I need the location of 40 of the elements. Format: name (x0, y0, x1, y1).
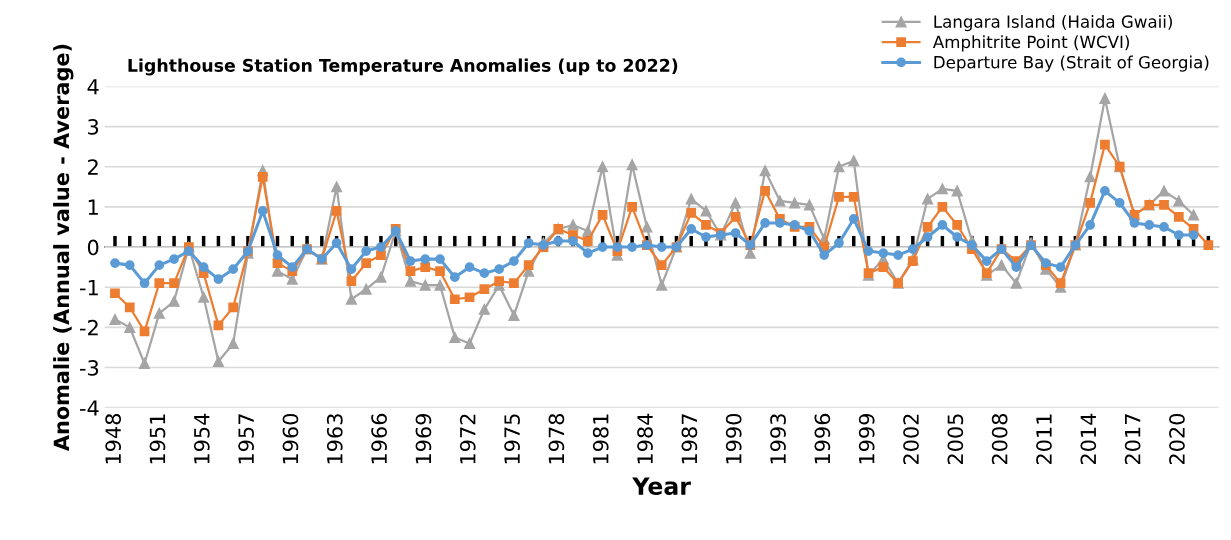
x-tick-label: 2011 (1036, 414, 1052, 465)
x-tick-label: 2014 (1080, 413, 1097, 465)
x-tick-label: 1987 (681, 414, 698, 464)
x-tick-label: 1957 (238, 414, 254, 464)
x-tick-label: 1948 (105, 413, 122, 464)
legend-label: Departure Bay (Strait of Georgia) (934, 55, 1209, 72)
x-tick-label: 1960 (282, 413, 299, 464)
y-tick-label: -4 (80, 400, 99, 416)
y-tick-label: 0 (87, 239, 99, 256)
y-tick-label: 4 (87, 79, 99, 95)
x-tick-label: 1978 (548, 413, 565, 464)
chart-title: Lighthouse Station Temperature Anomalies (up to 2022) (128, 58, 678, 76)
x-tick-label: 2005 (947, 414, 964, 465)
legend-label: Amphitrite Point (WCVI) (932, 35, 1130, 52)
x-tick-label: 1972 (459, 414, 476, 464)
x-tick-label: 1990 (725, 413, 742, 464)
x-tick-label: 1999 (858, 414, 875, 464)
y-tick-label: -2 (80, 319, 98, 336)
x-tick-label: 1954 (193, 413, 210, 464)
y-tick-label: 3 (88, 119, 99, 135)
x-tick-label: 1966 (371, 413, 387, 464)
x-tick-label: 1996 (814, 413, 831, 464)
y-tick-label: 2 (88, 159, 98, 175)
x-tick-label: 2008 (991, 413, 1008, 465)
x-tick-label: 2017 (1124, 414, 1141, 465)
x-tick-label: 2002 (903, 414, 919, 465)
x-tick-label: 1963 (326, 414, 343, 464)
y-tick-label: -1 (80, 279, 98, 296)
x-tick-label: 1975 (504, 414, 520, 464)
x-tick-label: 1969 (415, 414, 432, 464)
y-tick-label: -3 (80, 359, 99, 376)
y-tick-label: 1 (88, 199, 98, 215)
y-axis-title: Anomalie (Annual value - Average) (53, 44, 74, 452)
x-axis-title: Year (632, 477, 691, 495)
x-tick-label: 2020 (1169, 413, 1185, 465)
x-tick-label: 1993 (770, 414, 786, 464)
x-tick-label: 1951 (149, 414, 166, 464)
legend-label: Langara Island (Haida Gwaii) (934, 15, 1172, 32)
x-tick-label: 1984 (637, 413, 653, 464)
x-tick-label: 1981 (592, 414, 609, 464)
